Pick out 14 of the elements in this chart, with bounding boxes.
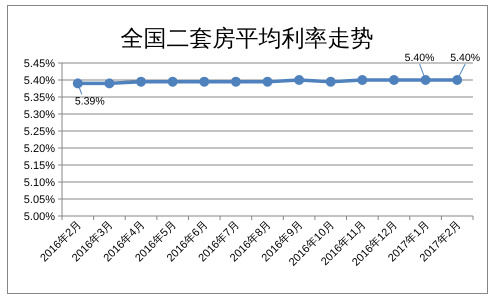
y-tick-label: 5.40%	[24, 75, 56, 87]
y-tick-label: 5.25%	[24, 126, 56, 138]
y-tick-label: 5.05%	[24, 194, 56, 206]
y-tick-label: 5.20%	[24, 143, 56, 155]
y-tick-label: 5.35%	[24, 92, 56, 104]
y-tick-label: 5.10%	[24, 177, 56, 189]
y-tick-label: 5.15%	[24, 160, 56, 172]
data-label: 5.40%	[404, 52, 434, 64]
chart-title: 全国二套房平均利率走势	[120, 26, 374, 51]
y-tick-label: 5.30%	[24, 109, 56, 121]
y-tick-label: 5.00%	[24, 211, 56, 223]
data-label: 5.40%	[450, 52, 480, 64]
y-tick-label: 5.45%	[24, 58, 56, 70]
data-label: 5.39%	[74, 95, 105, 108]
